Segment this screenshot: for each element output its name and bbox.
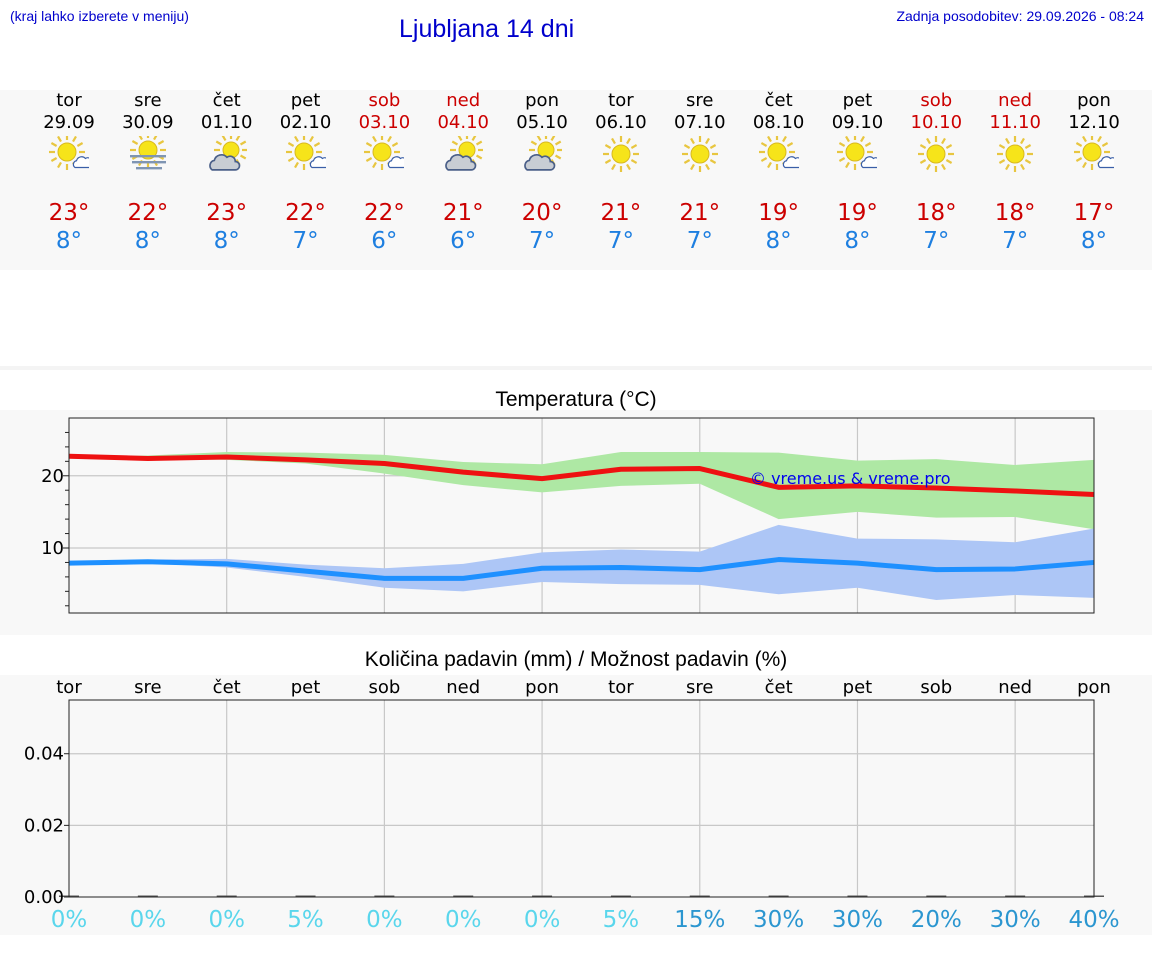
min-temp: 6° (371, 228, 398, 254)
min-temp: 8° (765, 228, 792, 254)
day-date: 10.10 (910, 112, 963, 133)
day-column: pet 02.10 22° 7° (266, 90, 346, 260)
min-temp: 8° (1080, 228, 1108, 254)
day-column: čet 01.10 23° 8° (187, 90, 267, 260)
max-temp: 19° (837, 200, 878, 226)
day-column: tor 29.09 23° 8° (29, 90, 109, 260)
separator (0, 366, 1152, 370)
max-temp: 22° (363, 200, 405, 226)
min-temp: 8° (213, 228, 240, 254)
day-column: sre 30.09 22° 8° (108, 90, 188, 260)
max-temp: 23° (48, 200, 90, 226)
day-date: 12.10 (1068, 112, 1120, 133)
cloud-sun-icon (207, 133, 248, 176)
sun-cloud-icon (758, 134, 805, 176)
day-column: sob 03.10 22° 6° (344, 90, 424, 260)
min-temp: 6° (450, 228, 477, 254)
day-date: 08.10 (752, 112, 805, 133)
day-name: sob (368, 90, 401, 111)
day-date: 09.10 (831, 112, 884, 133)
day-name: sre (134, 90, 162, 111)
max-temp: 22° (285, 200, 326, 226)
day-date: 07.10 (674, 112, 726, 133)
day-name: ned (998, 90, 1033, 111)
max-temp: 17° (1073, 200, 1115, 226)
min-temp: 7° (292, 228, 319, 254)
sun-cloud-icon (49, 134, 96, 176)
day-name: sre (686, 90, 714, 111)
day-column: pet 09.10 19° 8° (817, 90, 897, 260)
max-temp: 23° (206, 200, 248, 226)
precip-chart-title: Količina padavin (mm) / Možnost padavin … (364, 648, 788, 671)
max-temp: 21° (600, 200, 642, 226)
day-date: 11.10 (989, 112, 1041, 133)
day-name: ned (446, 90, 481, 111)
cloud-sun-icon (522, 133, 564, 176)
day-column: sre 07.10 21° 7° (660, 90, 740, 260)
min-temp: 8° (55, 228, 83, 254)
temperature-panel (0, 410, 1152, 635)
day-column: pon 05.10 20° 7° (502, 90, 582, 260)
day-column: čet 08.10 19° 8° (739, 90, 819, 260)
max-temp: 21° (442, 200, 484, 226)
day-name: pet (842, 90, 873, 111)
temperature-chart-title: Temperatura (°C) (495, 388, 657, 411)
max-temp: 21° (679, 200, 721, 226)
sun-fog-icon (128, 132, 168, 176)
day-column: pon 12.10 17° 8° (1054, 90, 1134, 260)
day-name: sob (920, 90, 953, 111)
page-title: Ljubljana 14 dni (399, 15, 575, 43)
min-temp: 8° (134, 228, 161, 254)
min-temp: 8° (844, 228, 871, 254)
min-temp: 7° (923, 228, 950, 254)
day-date: 30.09 (122, 112, 174, 133)
day-name: pon (1077, 90, 1111, 111)
sun-cloud-icon (364, 134, 411, 176)
max-temp: 20° (521, 200, 563, 226)
min-temp: 7° (528, 228, 556, 254)
max-temp: 22° (127, 200, 169, 226)
day-column: sob 10.10 18° 7° (896, 90, 976, 260)
day-date: 06.10 (595, 112, 647, 133)
day-date: 02.10 (279, 112, 332, 133)
location-hint: (kraj lahko izberete v meniju) (10, 8, 189, 24)
day-column: ned 11.10 18° 7° (975, 90, 1055, 260)
min-temp: 7° (686, 228, 713, 254)
day-column: tor 06.10 21° 7° (581, 90, 661, 260)
day-date: 05.10 (516, 112, 568, 133)
day-date: 29.09 (43, 112, 95, 133)
sun-cloud-icon (837, 134, 884, 176)
forecast-panel: tor 29.09 23° 8° sre 30.09 22° 8° čet 01.10 23° 8… (0, 90, 1152, 270)
day-name: pon (525, 90, 559, 111)
day-name: čet (764, 90, 793, 111)
sun-icon (995, 136, 1035, 176)
day-column: ned 04.10 21° 6° (423, 90, 503, 260)
last-update: Zadnja posodobitev: 29.09.2026 - 08:24 (896, 8, 1144, 24)
day-date: 04.10 (437, 112, 489, 133)
min-temp: 7° (607, 228, 634, 254)
sun-icon (601, 136, 641, 176)
min-temp: 7° (1002, 228, 1029, 254)
day-name: pet (290, 90, 321, 111)
precip-panel (0, 675, 1152, 935)
sun-icon (680, 136, 720, 176)
day-date: 01.10 (200, 112, 253, 133)
sun-icon (916, 136, 956, 176)
sun-cloud-icon (1074, 134, 1121, 176)
day-name: tor (56, 90, 82, 111)
day-date: 03.10 (358, 112, 411, 133)
sun-cloud-icon (285, 134, 332, 176)
max-temp: 18° (915, 200, 957, 226)
day-name: tor (608, 90, 634, 111)
cloud-sun-icon (443, 133, 485, 176)
max-temp: 19° (758, 200, 799, 226)
day-name: čet (212, 90, 241, 111)
max-temp: 18° (994, 200, 1036, 226)
